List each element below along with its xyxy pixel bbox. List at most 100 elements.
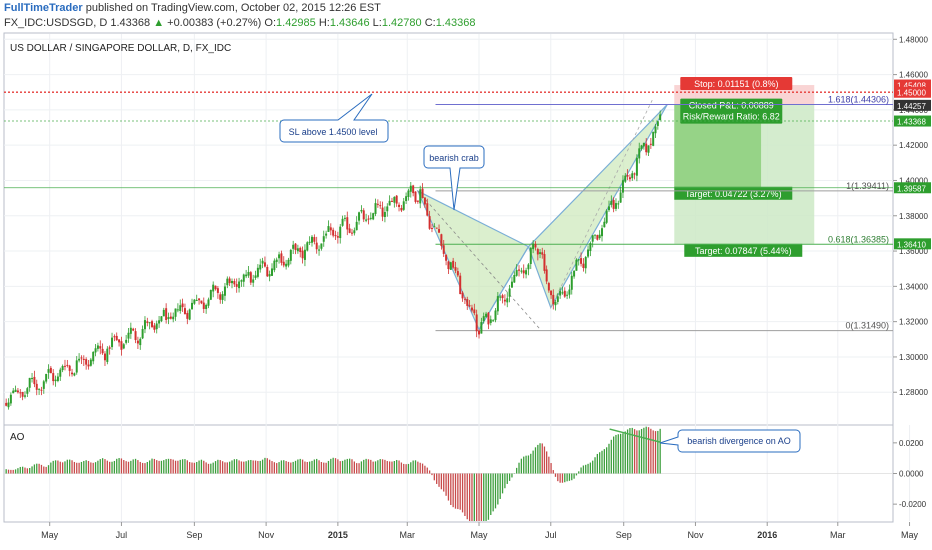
candle-body (362, 210, 365, 220)
candle-body (320, 243, 323, 249)
candle-body (35, 383, 38, 390)
candle-body (327, 226, 330, 232)
fib-level-label: 1.618(1.44306) (828, 94, 889, 104)
candle-body (527, 264, 530, 270)
candle-body (348, 228, 351, 233)
fib-level-label: 0.618(1.36385) (828, 234, 889, 244)
candle-body (87, 364, 90, 367)
time-tick-label: 2016 (757, 530, 777, 540)
candle-body (49, 367, 52, 374)
price-tag-bg (894, 238, 931, 250)
candle-body (489, 319, 492, 323)
time-axis[interactable]: Mar May Jul Sep Nov 2015 Mar May Jul Sep Nov 2016 Ma… (0, 522, 932, 550)
candle-body (487, 312, 490, 325)
candle-body (148, 322, 151, 324)
candle-body (9, 394, 12, 404)
candle-body (80, 357, 83, 359)
candle-body (421, 188, 424, 198)
candle-body (635, 157, 638, 176)
candle-body (329, 227, 332, 231)
sl-callout (279, 93, 389, 143)
candle-body (492, 320, 495, 322)
time-tick-label: May (471, 530, 489, 540)
candle-body (414, 191, 417, 202)
candle-body (28, 377, 31, 388)
candle-body (240, 280, 243, 282)
candle-body (473, 309, 476, 314)
candle-body (386, 206, 389, 212)
target2-label-bg (684, 243, 803, 257)
candle-body (31, 377, 34, 379)
open-value: 1.42985 (276, 17, 316, 29)
candle-body (136, 340, 139, 344)
candle-body (594, 234, 597, 236)
candle-body (308, 241, 311, 243)
candle-body (19, 392, 22, 394)
candle-body (108, 347, 111, 349)
close-value: 1.43368 (435, 17, 476, 29)
time-tick-label: Nov (258, 530, 275, 540)
candle-body (642, 143, 645, 147)
candle-body (167, 317, 170, 319)
candle-body (506, 298, 509, 303)
price-tick-label: 1.34000 (899, 282, 928, 291)
candle-body (603, 221, 606, 228)
candle-body (259, 264, 262, 270)
candle-body (5, 402, 8, 406)
candle-body (92, 351, 95, 362)
candle-body (146, 321, 149, 323)
price-tag-label: 1.45000 (897, 89, 926, 98)
candle-body (219, 294, 222, 300)
candle-body (423, 197, 426, 205)
low-label: L: (372, 17, 382, 29)
candle-body (299, 247, 302, 253)
price-axis[interactable]: 1.480001.460001.440001.420001.400001.380… (893, 33, 932, 425)
divergence-line (609, 428, 661, 443)
candle-body (515, 269, 518, 276)
candle-body (209, 289, 212, 300)
candle-body (172, 316, 175, 320)
price-tick-label: 1.42000 (899, 141, 928, 150)
candle-body (589, 242, 592, 251)
author-name[interactable]: FullTimeTrader (4, 2, 83, 14)
candle-body (296, 248, 299, 252)
candle-body (449, 262, 452, 270)
candle-body (33, 376, 36, 385)
candle-body (501, 295, 504, 299)
candle-body (235, 284, 238, 287)
candle-body (96, 345, 99, 349)
candle-body (494, 310, 497, 321)
candle-body (379, 205, 382, 207)
candle-body (412, 185, 415, 194)
ao-tick-label: 0.0000 (899, 470, 924, 479)
candle-body (94, 348, 97, 353)
candle-body (452, 260, 455, 268)
ao-tick-label: 0.0200 (899, 439, 924, 448)
candle-body (402, 201, 405, 210)
candle-body (249, 272, 252, 283)
candle-body (475, 314, 478, 332)
candle-body (188, 309, 191, 320)
candle-body (223, 286, 226, 296)
candle-body (463, 298, 466, 300)
candle-body (582, 263, 585, 268)
ao-axis: 0.0200 0.0000 -0.0200 (893, 439, 927, 509)
candle-body (282, 261, 285, 266)
candle-body (539, 252, 542, 254)
candle-body (45, 373, 48, 382)
candle-body (440, 234, 443, 247)
candle-body (395, 195, 398, 204)
crab-pattern[interactable] (416, 100, 668, 331)
high-label: H: (318, 17, 330, 29)
ao-histogram (4, 426, 893, 521)
pnl-label: Closed P&L: 0.00889 (689, 101, 774, 111)
candle-body (416, 200, 419, 202)
annotation-callouts[interactable]: bearish crab SL above 1.4500 level bearish… (279, 93, 801, 453)
candle-body (280, 253, 283, 263)
position-tool[interactable]: Stop: 0.01151 (0.8%) Closed P&L: 0.00889R… (674, 77, 815, 257)
ohlc-line: FX_IDC:USDSGD, D 1.43368 ▲ +0.00383 (+0.… (4, 17, 475, 29)
candle-body (301, 250, 304, 259)
candle-body (656, 121, 659, 126)
candle-body (554, 302, 557, 306)
